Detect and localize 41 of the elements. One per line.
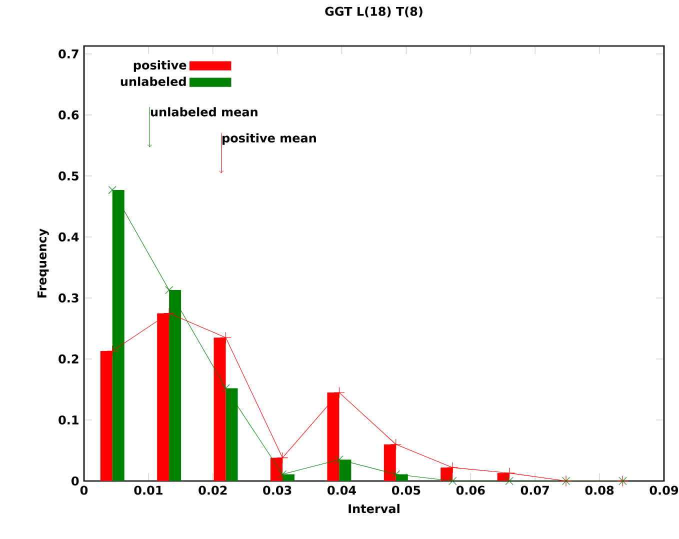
x-tick-label: 0.09 <box>650 486 678 495</box>
point <box>108 186 116 194</box>
point <box>276 452 288 464</box>
point <box>165 286 174 294</box>
y-tick-label: 0.2 <box>58 354 78 364</box>
x-tick-label: 0.07 <box>520 486 549 495</box>
point <box>448 476 457 486</box>
point <box>163 308 175 319</box>
point <box>222 384 230 392</box>
point <box>106 345 118 357</box>
y-tick-label: 0.7 <box>58 49 78 58</box>
x-tick-label: 0.03 <box>263 486 292 495</box>
legend-label: unlabeled <box>120 76 186 86</box>
x-tick-label: 0.06 <box>456 486 485 495</box>
x-tick-label: 0.05 <box>392 486 420 495</box>
y-tick-label: 0.6 <box>58 110 79 120</box>
ref-line-label: unlabeled mean <box>150 107 258 116</box>
point <box>220 332 232 344</box>
point <box>504 467 515 479</box>
x-tick-label: 0.02 <box>198 486 227 495</box>
x-tick-label: 0.01 <box>134 486 162 495</box>
point <box>392 470 400 478</box>
point <box>505 476 514 486</box>
x-axis-title: Interval <box>348 504 400 514</box>
y-tick-label: 0.4 <box>58 232 79 242</box>
y-tick-label: 0.3 <box>58 293 78 302</box>
x-tick-label: 0.04 <box>328 486 356 495</box>
legend-label: positive <box>134 60 186 72</box>
point <box>447 462 458 474</box>
chart-title: GGT L(18) T(8) <box>325 6 422 18</box>
point <box>334 386 345 398</box>
point <box>335 456 344 464</box>
x-tick-label: 0.08 <box>585 486 614 495</box>
y-tick-label: 0.5 <box>58 171 78 180</box>
point <box>390 438 402 450</box>
ref-line-label: positive mean <box>222 133 316 145</box>
point <box>278 470 287 478</box>
y-tick-label: 0 <box>72 476 79 486</box>
x-tick-label: 0 <box>80 486 88 495</box>
y-axis-title: Frequency <box>38 228 49 298</box>
y-tick-label: 0.1 <box>58 415 78 425</box>
